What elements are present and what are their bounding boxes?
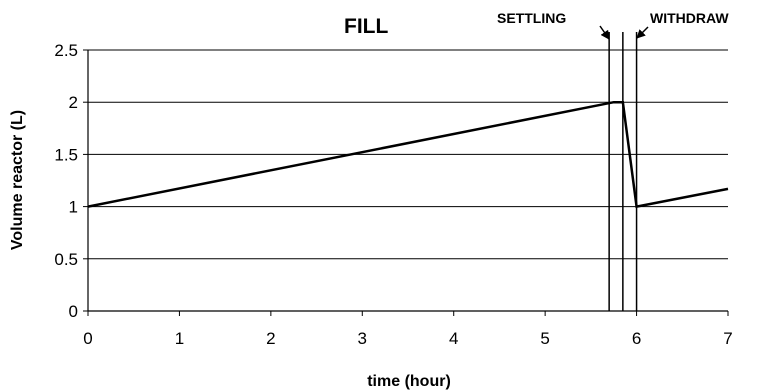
phase-label-withdraw: WITHDRAW: [650, 10, 729, 26]
x-tick-label-3: 3: [358, 329, 367, 348]
y-tick-label-2: 1: [69, 198, 78, 217]
x-tick-label-7: 7: [723, 329, 732, 348]
y-axis-title: Volume reactor (L): [9, 110, 26, 250]
x-tick-labels: 0 1 2 3 4 5 6 7: [83, 329, 732, 348]
grid-lines: [88, 49, 728, 260]
series-layer: [87, 100, 729, 209]
y-tick-label-3: 1.5: [54, 145, 78, 164]
y-tick-label-4: 2: [69, 93, 78, 112]
x-tick-label-0: 0: [83, 329, 92, 348]
y-tick-label-0: 0: [69, 302, 78, 321]
x-tick-label-5: 5: [540, 329, 549, 348]
phase-label-settling: SETTLING: [497, 10, 566, 26]
withdraw-arrow: [636, 26, 649, 39]
y-tick-label-5: 2.5: [54, 41, 78, 60]
settling-arrow: [599, 25, 610, 40]
x-tick-label-6: 6: [632, 329, 641, 348]
phase-label-fill: FILL: [344, 15, 388, 38]
y-tick-labels: 0 0.5 1 1.5 2 2.5: [54, 41, 78, 321]
x-tick-label-4: 4: [449, 329, 458, 348]
y-tick-label-1: 0.5: [54, 250, 78, 269]
phase-boundary-lines: [608, 32, 638, 311]
x-axis-title: time (hour): [367, 373, 451, 390]
axes: [83, 49, 729, 316]
x-tick-label-1: 1: [175, 329, 184, 348]
x-tick-label-2: 2: [266, 329, 275, 348]
